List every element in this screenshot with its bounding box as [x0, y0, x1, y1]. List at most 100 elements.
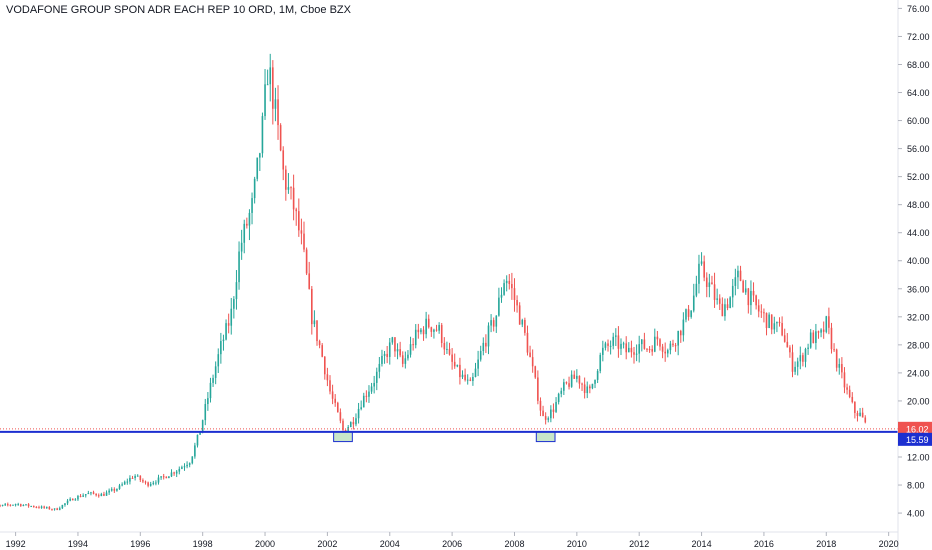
candle-body — [298, 211, 300, 231]
candle-body — [539, 400, 542, 411]
candle-body — [90, 492, 92, 494]
candle-body — [643, 339, 646, 349]
y-tick-label: 8.00 — [907, 481, 925, 491]
candle-body — [438, 325, 440, 331]
y-tick-label: 28.00 — [907, 340, 930, 350]
candle-body — [750, 290, 752, 306]
candle-body — [396, 349, 399, 352]
candle-body — [323, 356, 326, 375]
y-tick-label: 20.00 — [907, 396, 930, 406]
candle-body — [440, 325, 443, 344]
candle-body — [344, 429, 347, 432]
candle-body — [272, 67, 274, 109]
candle-body — [326, 374, 329, 381]
candle-body — [474, 368, 477, 377]
candle-body — [630, 347, 633, 353]
candle-body — [311, 288, 313, 325]
candle-body — [168, 476, 170, 479]
candle-body — [550, 409, 552, 419]
candle-body — [136, 475, 139, 477]
candle-body — [334, 398, 336, 403]
candle-body — [513, 288, 516, 300]
y-tick-label: 4.00 — [907, 509, 925, 519]
candle-body — [739, 270, 742, 281]
candle-body — [331, 391, 334, 399]
y-tick-label: 68.00 — [907, 60, 930, 70]
candle-body — [552, 409, 555, 412]
candle-body — [378, 363, 381, 372]
y-tick-label: 76.00 — [907, 4, 930, 14]
candle-body — [685, 309, 687, 320]
candle-body — [92, 492, 95, 494]
candle-body — [578, 375, 581, 384]
candle-body — [427, 318, 430, 328]
candle-body — [30, 506, 32, 508]
candle-body — [537, 377, 539, 401]
candle-body — [648, 349, 651, 351]
candle-body — [705, 277, 708, 287]
candle-body — [742, 280, 744, 293]
candle-body — [246, 223, 248, 226]
candle-body — [563, 382, 565, 391]
candle-body — [835, 349, 838, 368]
candle-body — [615, 335, 617, 337]
candle-body — [498, 297, 500, 316]
candle-body — [508, 280, 511, 285]
candle-body — [279, 125, 282, 151]
candle-body — [687, 309, 690, 317]
candle-body — [529, 352, 531, 358]
candle-body — [292, 187, 295, 210]
candle-body — [22, 504, 25, 506]
candle-body — [830, 327, 833, 350]
candle-body — [744, 288, 747, 293]
candle-body — [490, 320, 492, 326]
candle-body — [214, 366, 217, 378]
candle-body — [617, 335, 620, 349]
candle-body — [757, 305, 760, 312]
candle-body — [628, 347, 630, 353]
candle-body — [711, 282, 713, 285]
candle-body — [518, 305, 521, 325]
candle-body — [113, 489, 116, 491]
candle-body — [240, 242, 243, 252]
candle-series — [0, 53, 867, 511]
candle-body — [110, 489, 113, 491]
candle-body — [453, 361, 456, 367]
candle-body — [505, 280, 508, 284]
candle-body — [53, 508, 56, 510]
candle-body — [666, 350, 669, 354]
candle-body — [404, 358, 407, 364]
candle-body — [87, 493, 90, 495]
candle-body — [123, 481, 126, 485]
candle-body — [708, 282, 711, 287]
candle-body — [108, 490, 110, 493]
candle-body — [690, 310, 692, 317]
candle-body — [181, 467, 183, 469]
candle-body — [383, 353, 386, 356]
candle-body — [100, 493, 103, 497]
candle-body — [97, 495, 100, 497]
candle-body — [864, 417, 867, 423]
candle-body — [225, 323, 227, 340]
candle-body — [854, 402, 856, 413]
candle-body — [640, 339, 643, 345]
candle-body — [833, 349, 835, 351]
x-tick-label: 2020 — [879, 539, 899, 549]
candle-body — [479, 351, 482, 360]
candle-body — [352, 422, 355, 425]
candle-body — [783, 335, 786, 342]
candle-body — [74, 499, 77, 501]
candle-body — [149, 483, 152, 486]
candle-body — [401, 355, 404, 364]
candle-body — [178, 468, 181, 472]
candle-body — [420, 329, 422, 333]
horizontal-lines — [0, 428, 898, 433]
candle-body — [713, 284, 716, 300]
candle-body — [542, 410, 544, 417]
candle-body — [664, 351, 666, 354]
candle-body — [61, 505, 64, 509]
candle-body — [516, 299, 518, 306]
candle-body — [778, 321, 781, 324]
candle-body — [56, 508, 58, 510]
candle-body — [718, 298, 721, 304]
